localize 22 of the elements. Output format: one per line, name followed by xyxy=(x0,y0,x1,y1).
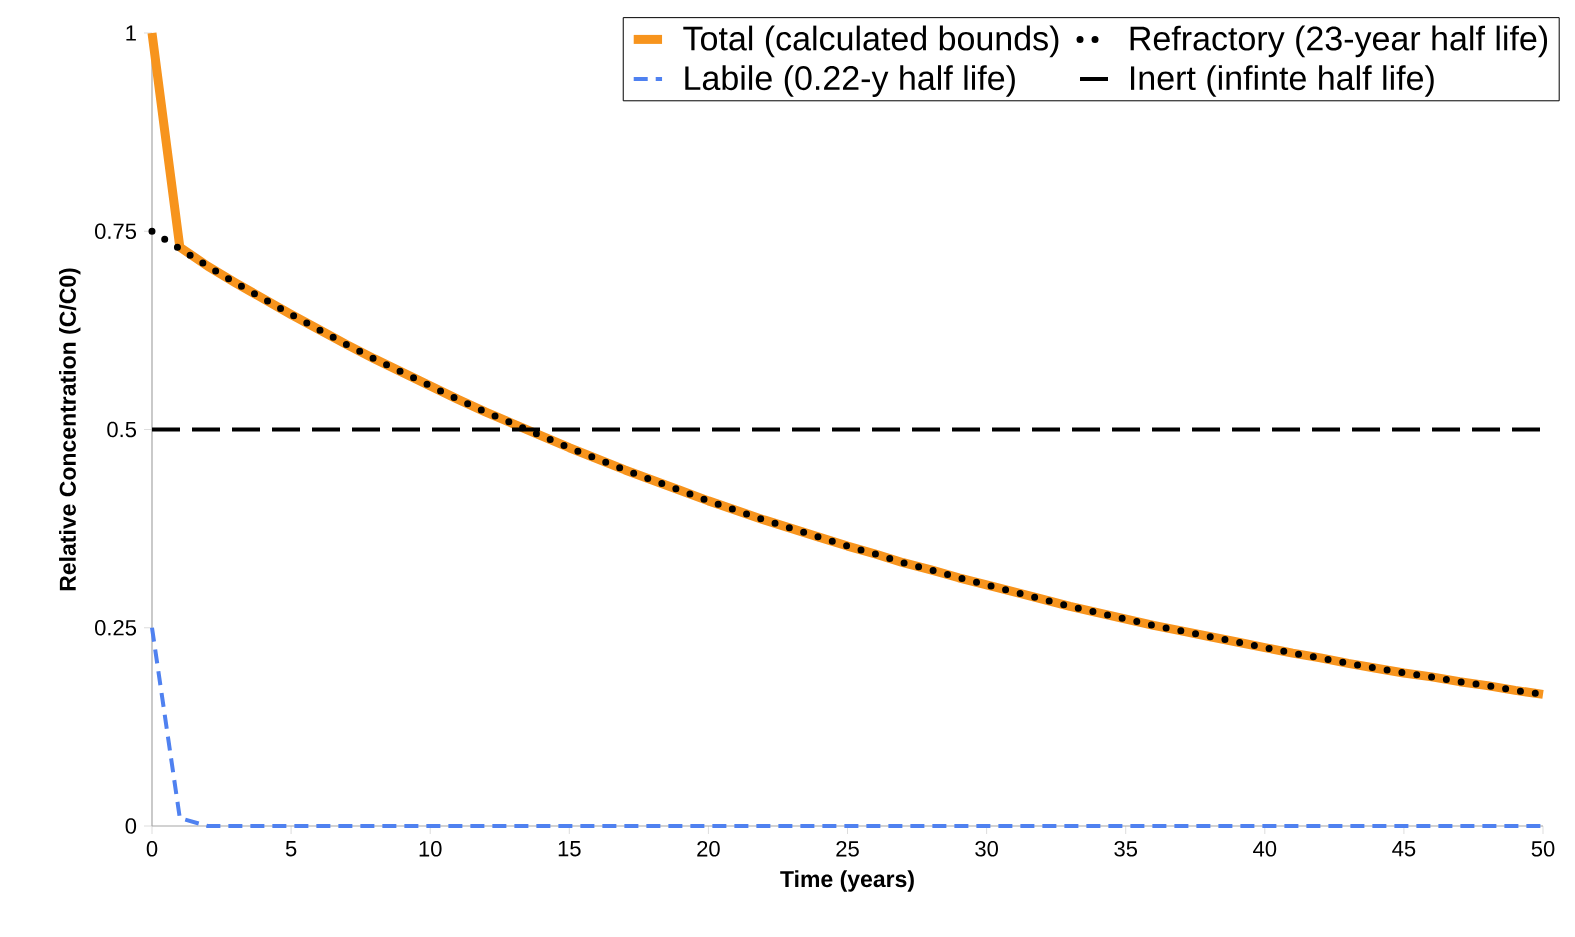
x-tick-label: 45 xyxy=(1392,841,1416,857)
x-tick-label: 50 xyxy=(1531,841,1555,857)
x-tick-label: 15 xyxy=(558,841,581,857)
legend-label: Labile (0.22-y half life) xyxy=(685,65,1015,97)
x-tick-label: 30 xyxy=(975,841,998,857)
x-tick-label: 5 xyxy=(285,841,297,857)
y-tick-label: 0 xyxy=(125,818,137,834)
x-tick-label: 40 xyxy=(1253,841,1277,857)
legend-label: Total (calculated bounds) xyxy=(683,25,1059,58)
y-tick-label: 0.5 xyxy=(107,421,137,438)
x-tick-label: 0 xyxy=(146,841,158,857)
x-tick-label: 10 xyxy=(419,841,442,857)
y-tick-label: 1 xyxy=(126,25,136,41)
y-tick-label: 0.75 xyxy=(95,223,137,240)
x-tick-label: 20 xyxy=(697,841,720,857)
y-axis-title: Relative Concentration (C/C0) xyxy=(59,268,81,591)
y-tick-label: 0.25 xyxy=(95,619,137,636)
legend-label: Refractory (23-year half life) xyxy=(1130,25,1548,58)
x-tick-label: 25 xyxy=(836,841,859,857)
x-tick-label: 35 xyxy=(1114,841,1138,857)
x-axis-title: Time (years) xyxy=(780,870,914,892)
legend-label: Inert (infinte half life) xyxy=(1130,65,1434,97)
